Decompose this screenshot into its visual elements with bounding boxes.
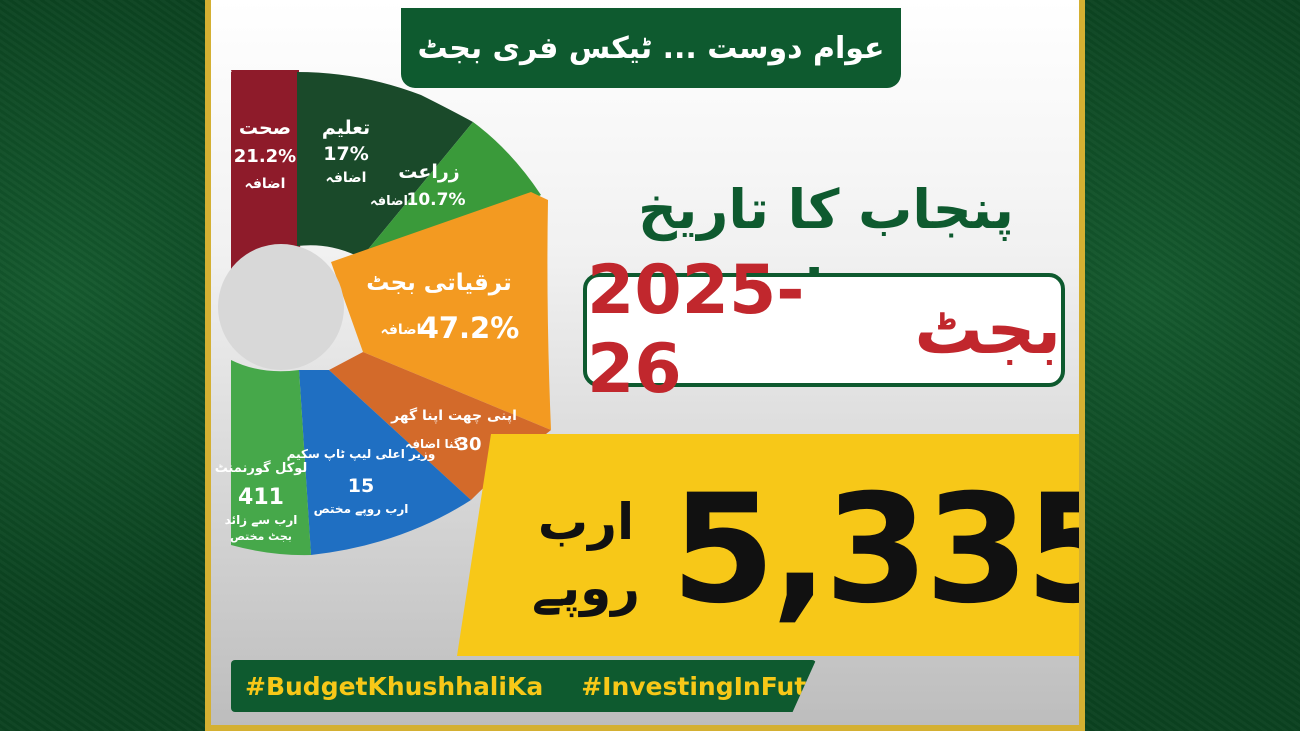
segment-label: ترقیاتی بجٹ [366, 270, 512, 296]
segment-label: زراعت [398, 161, 459, 183]
budget-year-box: 2025-26 بجٹ [583, 251, 1065, 409]
segment-label: اپنی چھت اپنا گھر [390, 407, 517, 424]
budget-year: 2025-26 [587, 251, 805, 409]
segment-value: 411 [238, 485, 284, 510]
segment-label: لوکل گورنمنٹ [215, 460, 308, 476]
segment-education [297, 72, 473, 258]
segment-note: ارب سے زائد [225, 513, 298, 527]
budget-infographic-card: عوام دوست ... ٹیکس فری بجٹ صحت 21.2% اضا… [205, 0, 1085, 731]
amount-unit: ارب روپے [511, 480, 661, 630]
budget-word: بجٹ [914, 290, 1061, 370]
page-title: پنجاب کا تاریخ ساز [638, 178, 1014, 321]
segment-value: 21.2% [234, 146, 296, 167]
segment-local-government [231, 360, 311, 556]
budget-amount: 5,335 [671, 463, 1085, 637]
background-left [0, 0, 205, 731]
hashtag: #BudgetKhushhaliKa [245, 671, 544, 701]
hashtag-bar: #BudgetKhushhaliKa #InvestingInFuture [231, 660, 816, 712]
hashtag: #InvestingInFuture [581, 671, 854, 701]
segment-note: گنا اضافہ [405, 437, 461, 451]
amount-unit-line1: ارب [537, 493, 635, 551]
segment-note: اضافہ [381, 322, 422, 338]
segment-note: اضافہ [370, 194, 408, 209]
segment-label: صحت [239, 117, 291, 139]
amount-panel [457, 434, 1079, 656]
segment-note: اضافہ [245, 176, 286, 192]
segment-value: 47.2% [419, 311, 520, 345]
segment-label: تعلیم [322, 117, 370, 139]
segment-note: اضافہ [326, 170, 367, 186]
segment-value: 15 [348, 475, 374, 497]
segment-development [331, 192, 551, 430]
segment-note: ارب روپے مختص [314, 502, 409, 517]
segment-note-2: بجٹ مختص [230, 530, 292, 543]
amount-unit-line2: روپے [532, 559, 640, 617]
segment-health-wedge [231, 72, 297, 270]
background-right [1085, 0, 1300, 731]
segment-agriculture [361, 122, 541, 258]
segment-value: 30 [456, 434, 481, 455]
pie-hub [218, 244, 344, 370]
segment-value: 10.7% [407, 190, 466, 210]
segment-label: وزیر اعلی لیپ ٹاپ سکیم [287, 447, 436, 462]
segment-value: 17% [323, 143, 368, 165]
tagline-banner: عوام دوست ... ٹیکس فری بجٹ [401, 8, 901, 88]
segment-laptop [299, 370, 471, 555]
tagline-text: عوام دوست ... ٹیکس فری بجٹ [417, 30, 885, 66]
